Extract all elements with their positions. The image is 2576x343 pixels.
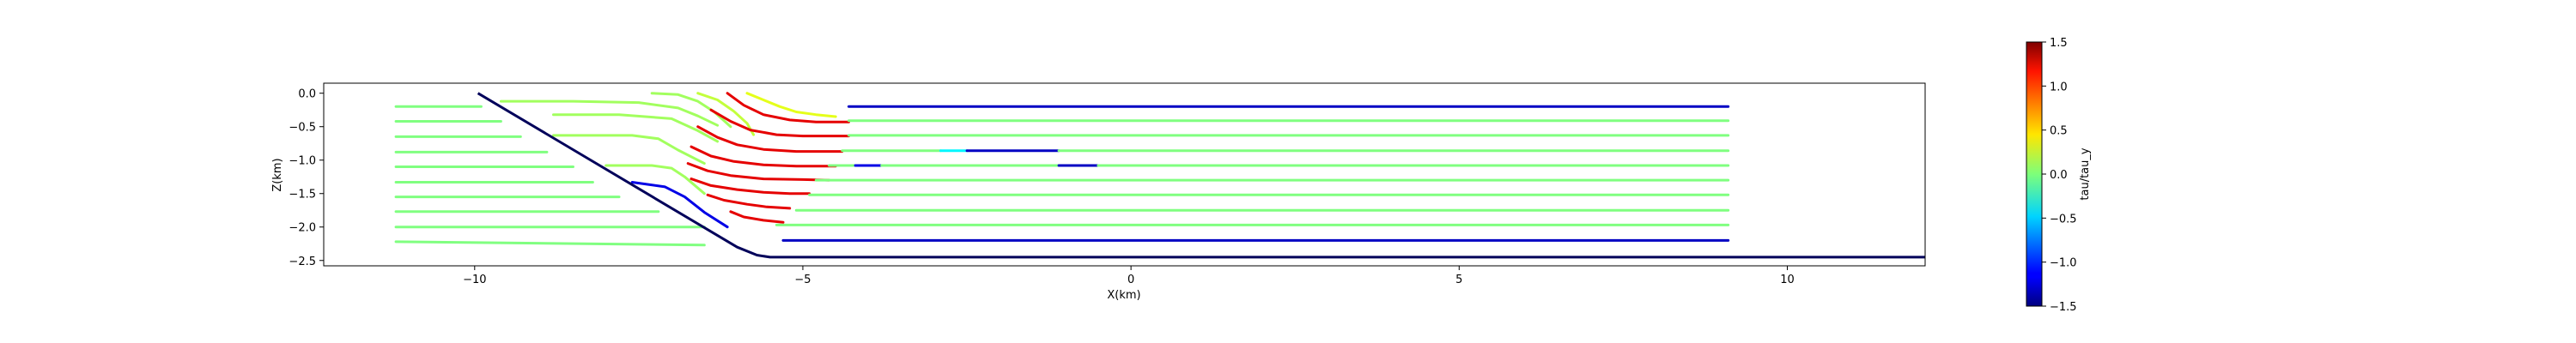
streamline-18	[726, 92, 850, 123]
streamline-1	[499, 99, 720, 127]
colorbar-label: tau/tau_y	[2079, 147, 2092, 200]
colorbar-tick-label: 0.5	[2050, 125, 2068, 138]
colorbar-tick-label: 0.0	[2050, 169, 2068, 182]
streamline-19	[709, 108, 850, 138]
y-tick-label: −2.0	[289, 222, 316, 235]
colorbar-tick-label: −1.5	[2050, 301, 2077, 314]
streamline-8	[605, 164, 706, 196]
x-tick-label: −10	[463, 274, 486, 286]
plot-area: −10 −5 0 5 10 0.0−0.5−1.0−1.5−2.0−2.5 X(km) …	[271, 82, 1926, 302]
y-tick-label: −0.5	[289, 122, 316, 135]
streamline-16	[696, 92, 756, 136]
x-tick-label: −5	[794, 274, 811, 286]
colorbar-tick-label: −0.5	[2050, 213, 2077, 226]
streamline-23	[690, 178, 811, 196]
colorbar-tick-label: 1.5	[2050, 37, 2068, 50]
y-tick-label: 0.0	[298, 88, 316, 101]
y-axis: 0.0 −0.5 −1.0 −1.5 −2.0 −2.5	[289, 88, 324, 268]
streamline-3	[552, 113, 720, 143]
x-tick-label: 5	[1455, 274, 1462, 286]
streamline-21	[690, 145, 837, 168]
streamline-13	[394, 240, 706, 247]
y-tick-label: −2.5	[289, 256, 316, 268]
boundary-line	[477, 92, 1925, 259]
boundary	[477, 92, 1925, 259]
colorbar-tick-label: 1.0	[2050, 81, 2068, 93]
x-tick-label: 0	[1127, 274, 1134, 286]
plot-frame	[323, 82, 1926, 267]
streamlines	[394, 92, 1730, 247]
streamline-25	[729, 210, 785, 224]
y-axis-label: Z(km)	[271, 158, 284, 191]
colorbar-ticks: 1.5 1.0 0.5 0.0 −0.5 −1.0 −1.5	[2042, 37, 2077, 314]
streamline-15	[650, 92, 732, 129]
streamline-20	[696, 125, 844, 153]
colorbar-tick-label: −1.0	[2050, 257, 2077, 270]
streamline-17	[745, 92, 837, 118]
colorbar-gradient	[2026, 41, 2043, 307]
streamline-24	[706, 193, 792, 210]
y-tick-label: −1.5	[289, 189, 316, 202]
x-tick-label: 10	[1780, 274, 1795, 286]
streamline-14	[630, 181, 729, 229]
colorbar: 1.5 1.0 0.5 0.0 −0.5 −1.0 −1.5 tau/tau_y	[2026, 37, 2092, 314]
streamline-22	[686, 162, 830, 182]
y-tick-label: −1.0	[289, 155, 316, 168]
streamline-5	[552, 134, 706, 165]
x-axis-label: X(km)	[1107, 289, 1140, 302]
x-axis: −10 −5 0 5 10	[463, 266, 1795, 286]
